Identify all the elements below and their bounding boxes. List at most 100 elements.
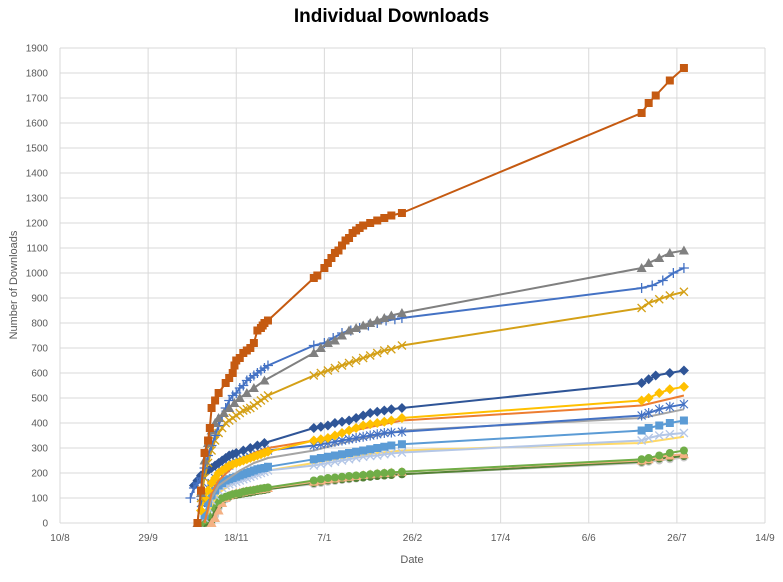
series-layer xyxy=(185,64,689,527)
data-point xyxy=(637,303,647,313)
data-point xyxy=(372,451,382,460)
data-point xyxy=(679,428,689,438)
data-point xyxy=(322,338,333,347)
x-tick-label: 18/11 xyxy=(224,533,249,544)
data-point xyxy=(644,298,654,308)
data-point xyxy=(379,428,389,438)
series-line xyxy=(203,419,685,516)
y-tick-label: 300 xyxy=(31,444,48,455)
data-point xyxy=(316,475,325,484)
series xyxy=(200,452,688,527)
data-point xyxy=(373,444,382,452)
data-point xyxy=(643,374,654,385)
data-point xyxy=(387,441,396,450)
data-point xyxy=(386,344,396,354)
data-point xyxy=(679,399,689,410)
data-point xyxy=(344,358,354,368)
data-point xyxy=(308,348,319,357)
data-point xyxy=(218,408,229,417)
data-point xyxy=(327,254,336,262)
data-point xyxy=(654,431,664,440)
data-point xyxy=(200,449,209,457)
data-point xyxy=(323,366,333,375)
data-point xyxy=(193,519,202,527)
x-tick-label: 10/8 xyxy=(50,533,70,544)
data-point xyxy=(387,211,396,220)
data-point xyxy=(204,436,213,445)
data-point xyxy=(320,264,329,272)
data-point xyxy=(334,246,343,255)
data-point xyxy=(235,354,244,362)
data-point xyxy=(316,368,326,378)
data-point xyxy=(637,109,646,117)
data-point xyxy=(358,431,368,442)
data-point xyxy=(386,310,397,320)
data-point xyxy=(654,253,665,262)
y-tick-label: 1300 xyxy=(26,194,49,205)
y-tick-label: 1200 xyxy=(26,219,49,230)
data-point xyxy=(665,449,674,457)
data-point xyxy=(259,375,270,385)
data-point xyxy=(241,388,252,397)
data-point xyxy=(358,320,369,330)
data-point xyxy=(644,424,653,432)
data-point xyxy=(664,368,675,378)
data-point xyxy=(217,498,228,507)
data-point xyxy=(203,485,214,496)
data-point xyxy=(651,91,660,100)
y-tick-label: 200 xyxy=(31,469,48,480)
data-point xyxy=(366,219,375,227)
data-point xyxy=(224,403,235,412)
data-point xyxy=(330,451,339,460)
data-point xyxy=(380,214,389,222)
series-line xyxy=(196,67,685,524)
data-point xyxy=(637,410,647,421)
data-point xyxy=(345,449,354,457)
data-point xyxy=(372,406,383,417)
data-point xyxy=(228,369,237,377)
data-point xyxy=(679,64,688,72)
data-point xyxy=(338,241,346,250)
y-tick-label: 900 xyxy=(31,294,48,305)
data-point xyxy=(248,383,259,392)
data-point xyxy=(352,447,361,456)
data-point xyxy=(315,421,326,432)
data-point xyxy=(229,398,240,407)
data-point xyxy=(654,388,665,398)
data-point xyxy=(664,384,675,395)
data-point xyxy=(379,416,390,427)
data-point xyxy=(365,408,376,418)
series xyxy=(200,416,688,520)
x-tick-label: 14/9 xyxy=(755,533,775,544)
data-point xyxy=(337,416,347,427)
x-tick-label: 29/9 xyxy=(138,533,158,544)
data-point xyxy=(359,221,368,230)
data-point xyxy=(345,234,354,242)
data-point xyxy=(654,294,664,304)
data-point xyxy=(644,454,653,462)
data-point xyxy=(309,371,319,380)
data-point xyxy=(637,426,646,435)
data-point xyxy=(650,370,661,381)
data-point xyxy=(372,429,382,440)
series xyxy=(197,446,688,527)
data-point xyxy=(352,471,361,480)
data-point xyxy=(211,396,220,405)
data-point xyxy=(366,470,375,479)
data-point xyxy=(315,343,326,352)
data-point xyxy=(386,415,397,426)
data-point xyxy=(344,434,354,445)
data-point xyxy=(365,318,376,327)
data-point xyxy=(323,452,332,461)
data-point xyxy=(380,442,389,451)
data-point xyxy=(197,486,205,495)
x-tick-label: 6/6 xyxy=(582,533,596,544)
y-tick-label: 1400 xyxy=(26,169,49,180)
data-point xyxy=(315,434,326,445)
data-point xyxy=(246,344,255,352)
x-tick-labels: 10/8 29/9 18/11 7/1 26/2 17/4 6/6 26/7 14/9 xyxy=(50,533,775,544)
data-point xyxy=(213,505,224,515)
y-tick-label: 700 xyxy=(31,344,48,355)
y-tick-label: 1900 xyxy=(26,44,49,55)
data-point xyxy=(379,346,389,355)
